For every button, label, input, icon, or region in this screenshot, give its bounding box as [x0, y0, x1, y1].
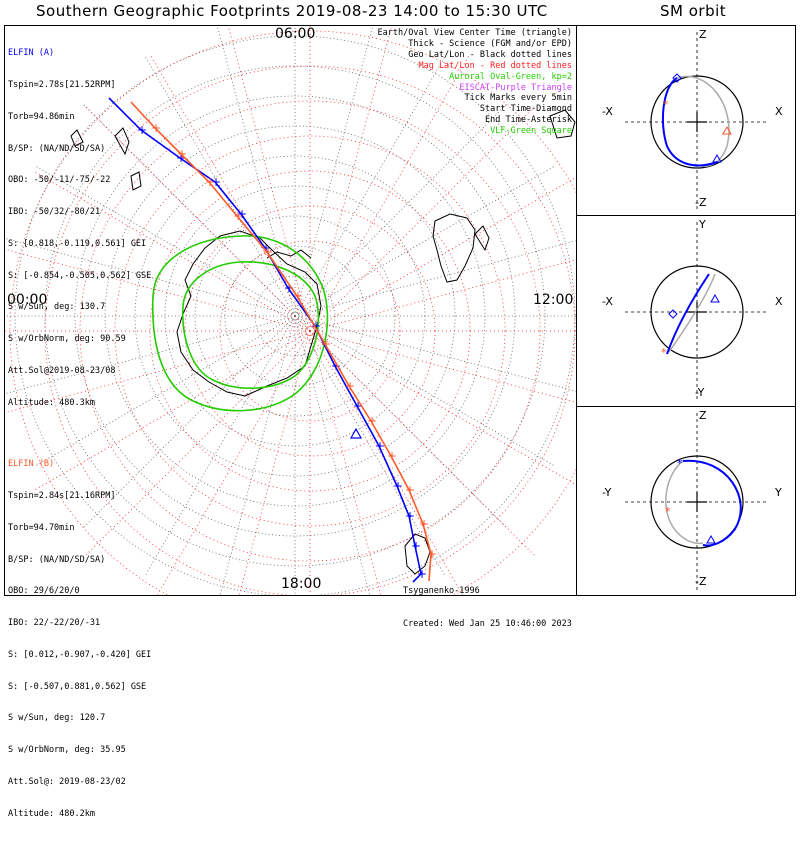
elfin-b-line: S: [-0.507,0.881,0.562] GSE [8, 681, 147, 692]
eiscat-triangle [349, 427, 363, 439]
svg-text:+: + [176, 151, 186, 165]
sm-axis-bottom: -Y [695, 386, 705, 399]
svg-text:+: + [137, 123, 147, 137]
elfin-a-info: ELFIN (A) Tspin=2.78s[21.52RPM] Torb=94.… [8, 27, 151, 430]
sm-axis-left: -X [602, 105, 613, 118]
sm-axis-right: Y [775, 486, 782, 499]
sm-axis-left: -X [602, 295, 613, 308]
elfin-a-line: B/SP: (NA/ND/SD/SA) [8, 143, 106, 154]
elfin-b-line: S w/OrbNorm, deg: 35.95 [8, 745, 126, 756]
svg-text:+: + [417, 567, 427, 581]
map-legend: Earth/Oval View Center Time (triangle) T… [378, 28, 572, 137]
svg-text:+: + [345, 379, 355, 393]
svg-text:+: + [311, 319, 321, 333]
svg-text:+: + [205, 175, 215, 189]
elfin-a-line: S: [0.818,-0.119,0.561] GEI [8, 238, 147, 249]
svg-text:+: + [353, 399, 363, 413]
svg-text:+: + [177, 147, 187, 161]
elfin-b-line: Altitude: 480.2km [8, 808, 95, 819]
footprint-map: ++++++++++++++ +++++++++++++ [5, 26, 576, 595]
elfin-a-track: ++++++++++++++ [108, 97, 427, 583]
svg-text:+: + [211, 175, 221, 189]
sm-axis-bottom: -Z [695, 196, 707, 209]
svg-text:+: + [321, 337, 331, 351]
svg-text:*: * [663, 98, 669, 111]
svg-text:+: + [293, 289, 303, 303]
svg-text:+: + [387, 449, 397, 463]
elfin-a-line: Att.Sol@2019-08-23/08 [8, 366, 116, 376]
elfin-b-line: S w/Sun, deg: 120.7 [8, 713, 106, 724]
legend-item: VLF-Green Square [490, 126, 572, 137]
svg-text:+: + [284, 281, 294, 295]
auroral-oval [151, 235, 329, 412]
elfin-b-line: B/SP: (NA/ND/SD/SA) [8, 554, 106, 565]
svg-text:+: + [237, 207, 247, 221]
svg-text:+: + [393, 479, 403, 493]
sm-orbit-panel-xy: * Y -Y -X X [576, 215, 796, 407]
legend-item: Mag Lat/Lon - Red dotted lines [418, 60, 572, 71]
elfin-a-line: S w/OrbNorm, deg: 90.59 [8, 334, 126, 345]
credit-model: Tsyganenko-1996 [403, 586, 480, 596]
clock-label-top: 06:00 [275, 26, 316, 42]
elfin-b-title: ELFIN (B) [8, 459, 55, 470]
legend-item: Thick - Science (FGM and/or EPD) [408, 38, 572, 49]
svg-text:+: + [427, 547, 437, 561]
sm-axis-top: Z [699, 409, 707, 422]
svg-text:+: + [263, 245, 273, 259]
clock-label-bottom: 18:00 [281, 576, 322, 592]
svg-text:+: + [405, 483, 415, 497]
elfin-a-line: Altitude: 480.3km [8, 397, 95, 408]
elfin-b-line: IBO: 22/-22/20/-31 [8, 618, 101, 629]
legend-item: Earth/Oval View Center Time (triangle) [377, 28, 572, 38]
svg-text:+: + [411, 539, 421, 553]
sm-orbit-panel-xz: * Z -Z -X X [576, 25, 796, 216]
sm-axis-right: X [775, 105, 783, 118]
svg-text:+: + [261, 241, 271, 255]
legend-item: EISCAT-Purple Triangle [459, 82, 572, 93]
sm-axis-top: Z [699, 28, 707, 41]
elfin-b-line: OBO: 29/6/20/0 [8, 586, 80, 597]
elfin-b-line: Tspin=2.84s[21.16RPM] [8, 490, 116, 501]
legend-item: Geo Lat/Lon - Black dotted lines [408, 49, 572, 60]
sm-axis-right: X [775, 295, 783, 308]
svg-text:+: + [405, 509, 415, 523]
elfin-a-line: Tspin=2.78s[21.52RPM] [8, 79, 116, 90]
legend-item: Auroral Oval-Green, kp=2 [449, 71, 572, 82]
sm-axis-bottom: -Z [695, 575, 707, 588]
credit-block: Tsyganenko-1996 Created: Wed Jan 25 10:4… [403, 564, 572, 652]
svg-text:+: + [375, 439, 385, 453]
legend-item: Tick Marks every 5min [464, 93, 572, 104]
elfin-b-track: +++++++++++++ [130, 101, 437, 582]
svg-text:+: + [151, 121, 161, 135]
svg-text:*: * [661, 346, 667, 359]
elfin-a-line: S w/Sun, deg: 130.7 [8, 302, 106, 313]
legend-item: End Time-Asterisk [485, 115, 572, 126]
clock-label-right: 12:00 [533, 292, 574, 308]
sm-axis-left: -Y [602, 486, 612, 499]
elfin-a-line: S: [-0.854,-0.505,0.562] GSE [8, 270, 152, 281]
elfin-b-line: Torb=94.70min [8, 522, 75, 533]
elfin-b-line: S: [0.012,-0.907,-0.420] GEI [8, 649, 152, 660]
elfin-b-info: ELFIN (B) Tspin=2.84s[21.16RPM] Torb=94.… [8, 438, 151, 841]
legend-item: Start Time-Diamond [479, 104, 572, 115]
clock-label-left: 00:00 [7, 292, 48, 308]
svg-text:*: * [665, 505, 671, 518]
sm-orbit-panel-yz: * * Z -Z -Y Y [576, 406, 796, 596]
sm-axis-top: Y [699, 218, 706, 231]
elfin-b-line: Att.Sol@: 2019-08-23/02 [8, 777, 126, 787]
footprint-map-panel: + + + + + + + + + + + + + + + + + + + + + + + + + + + 06:00 00:00… [4, 25, 577, 819]
elfin-a-line: Torb=94.86min [8, 111, 75, 122]
credit-created: Created: Wed Jan 25 10:46:00 2023 [403, 619, 572, 629]
svg-text:+: + [331, 359, 341, 373]
sm-orbit-title: SM orbit [660, 2, 727, 20]
page-title: Southern Geographic Footprints 2019-08-2… [36, 2, 548, 20]
svg-text:+: + [233, 209, 243, 223]
svg-text:+: + [367, 414, 377, 428]
svg-text:+: + [419, 517, 429, 531]
svg-text:*: * [677, 457, 683, 470]
elfin-a-title: ELFIN (A) [8, 48, 55, 59]
elfin-a-line: OBO: -50/-11/-75/-22 [8, 175, 111, 186]
elfin-a-line: IBO: -50/32/-80/21 [8, 207, 101, 218]
